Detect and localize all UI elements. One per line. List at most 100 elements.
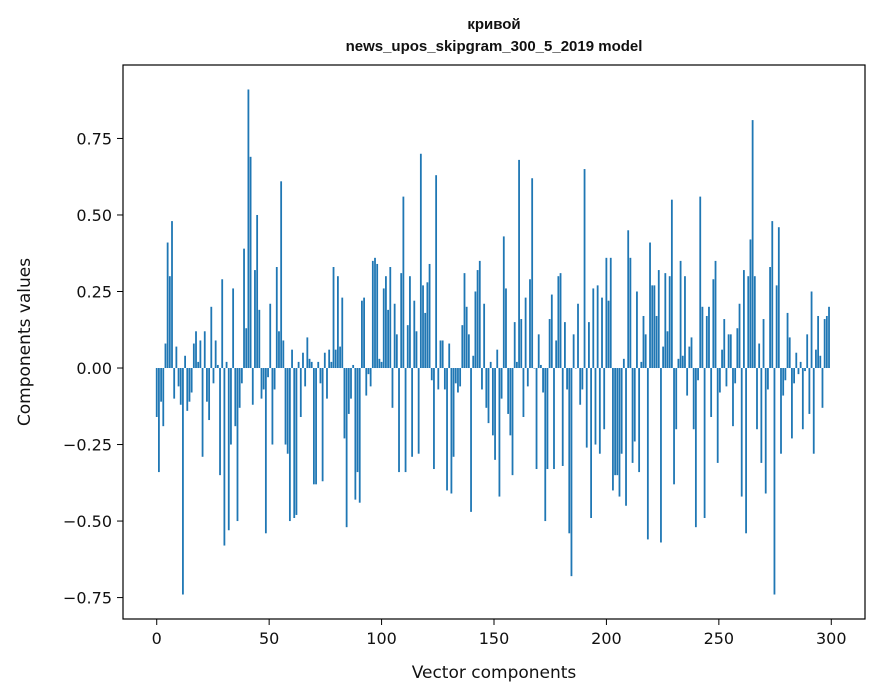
x-tick-label: 200 bbox=[591, 629, 622, 648]
bar-90 bbox=[352, 364, 355, 369]
bar-5 bbox=[166, 242, 169, 369]
bar-281 bbox=[769, 267, 771, 369]
x-tick-label: 300 bbox=[816, 629, 847, 648]
bar-181 bbox=[550, 294, 553, 369]
y-tick-label: −0.50 bbox=[63, 512, 112, 531]
bar-259 bbox=[721, 349, 723, 369]
bar-186 bbox=[561, 368, 564, 466]
bar-6 bbox=[168, 276, 171, 369]
bar-61 bbox=[288, 368, 291, 522]
bar-128 bbox=[435, 175, 438, 369]
bar-89 bbox=[350, 368, 352, 399]
bar-249 bbox=[699, 196, 702, 369]
bar-36 bbox=[234, 368, 237, 427]
x-tick-label: 250 bbox=[704, 629, 735, 648]
bar-297 bbox=[804, 368, 806, 372]
bar-176 bbox=[539, 364, 542, 369]
bar-250 bbox=[701, 306, 704, 369]
x-tick-label: 0 bbox=[152, 629, 162, 648]
bar-108 bbox=[391, 368, 394, 408]
bar-103 bbox=[380, 361, 383, 369]
bar-225 bbox=[646, 368, 649, 540]
y-tick-label: −0.25 bbox=[63, 436, 112, 455]
bar-98 bbox=[369, 368, 372, 387]
bar-284 bbox=[775, 285, 778, 369]
bar-289 bbox=[786, 312, 789, 369]
bar-55 bbox=[275, 267, 278, 369]
bar-102 bbox=[378, 358, 381, 369]
y-axis-ticks: −0.75 −0.50 −0.25 0.00 0.25 0.50 0.75 bbox=[63, 129, 123, 608]
bar-59 bbox=[284, 368, 287, 445]
bar-28 bbox=[216, 364, 219, 369]
bar-290 bbox=[788, 337, 791, 369]
bar-77 bbox=[323, 352, 326, 369]
bar-165 bbox=[515, 361, 518, 369]
bar-0 bbox=[155, 368, 158, 417]
bar-174 bbox=[535, 368, 538, 470]
bar-199 bbox=[590, 368, 593, 518]
bar-120 bbox=[417, 368, 420, 454]
bar-179 bbox=[546, 368, 549, 470]
bar-53 bbox=[271, 368, 274, 445]
bar-255 bbox=[712, 279, 715, 369]
bar-56 bbox=[278, 331, 280, 369]
bar-306 bbox=[823, 319, 826, 369]
bar-43 bbox=[249, 156, 252, 369]
chart-subtitle: news_upos_skipgram_300_5_2019 model bbox=[346, 38, 643, 55]
bar-84 bbox=[339, 346, 341, 369]
bar-144 bbox=[470, 368, 472, 512]
bar-175 bbox=[537, 334, 540, 369]
bar-71 bbox=[310, 361, 313, 369]
bar-301 bbox=[812, 368, 815, 454]
bar-100 bbox=[374, 257, 376, 369]
bar-138 bbox=[457, 368, 459, 393]
bar-114 bbox=[404, 368, 407, 473]
bar-25 bbox=[210, 306, 213, 369]
bar-57 bbox=[280, 181, 283, 369]
bar-256 bbox=[714, 260, 717, 369]
bar-274 bbox=[753, 276, 756, 369]
bar-139 bbox=[459, 368, 462, 387]
bar-136 bbox=[452, 368, 455, 457]
bar-298 bbox=[806, 334, 809, 369]
bar-3 bbox=[162, 368, 165, 427]
bar-211 bbox=[616, 368, 619, 476]
bar-247 bbox=[694, 368, 697, 528]
bar-206 bbox=[605, 257, 608, 369]
bar-254 bbox=[710, 368, 713, 417]
bar-126 bbox=[430, 368, 433, 381]
bar-166 bbox=[518, 159, 520, 369]
bar-47 bbox=[258, 309, 261, 369]
bar-134 bbox=[448, 343, 451, 369]
bar-243 bbox=[686, 368, 689, 396]
y-tick-label: 0.50 bbox=[76, 206, 112, 225]
bar-156 bbox=[496, 349, 499, 369]
bar-15 bbox=[188, 368, 191, 402]
bar-172 bbox=[531, 178, 534, 369]
bar-153 bbox=[489, 361, 492, 369]
bar-209 bbox=[612, 368, 614, 491]
bar-189 bbox=[568, 368, 571, 534]
bar-74 bbox=[317, 361, 320, 369]
bar-131 bbox=[441, 340, 444, 369]
bar-258 bbox=[718, 368, 721, 393]
bar-204 bbox=[601, 297, 603, 369]
bar-296 bbox=[801, 368, 804, 430]
bar-154 bbox=[491, 368, 494, 436]
bar-300 bbox=[810, 291, 813, 369]
bar-205 bbox=[603, 368, 606, 430]
bar-219 bbox=[633, 368, 636, 442]
x-tick-label: 150 bbox=[479, 629, 510, 648]
bar-273 bbox=[751, 120, 754, 369]
bar-19 bbox=[197, 361, 200, 369]
bar-42 bbox=[247, 89, 250, 369]
bar-280 bbox=[767, 368, 769, 390]
bar-106 bbox=[387, 309, 390, 369]
bar-234 bbox=[666, 331, 669, 369]
bar-277 bbox=[760, 368, 763, 463]
bar-148 bbox=[478, 260, 481, 369]
bar-58 bbox=[282, 340, 285, 369]
bar-215 bbox=[625, 368, 627, 506]
bar-152 bbox=[487, 368, 490, 424]
bar-151 bbox=[485, 368, 488, 408]
